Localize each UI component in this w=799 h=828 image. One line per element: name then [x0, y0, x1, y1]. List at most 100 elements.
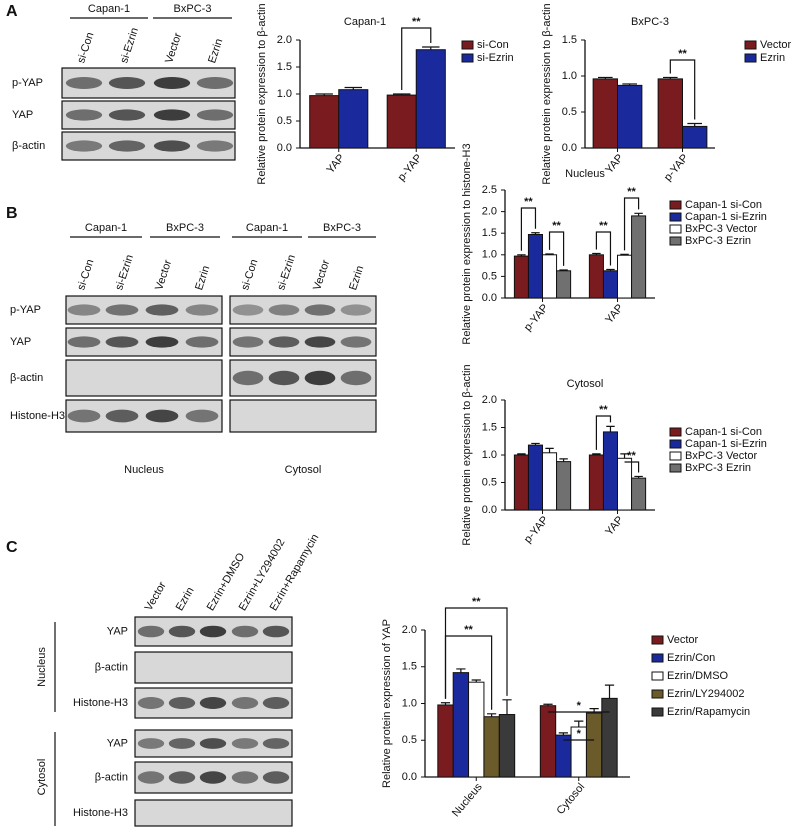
blot-band: [153, 77, 191, 89]
legend-swatch: [651, 653, 664, 663]
y-tick-label: 2.5: [482, 184, 497, 196]
blot-band: [137, 625, 165, 638]
blot-band: [262, 738, 290, 749]
panel-label: A: [6, 3, 18, 20]
error-bar: [440, 702, 451, 705]
bar: [682, 125, 708, 149]
error-bar: [344, 86, 362, 90]
legend-swatch: [461, 40, 474, 50]
chart-title: Capan-1: [344, 16, 386, 28]
blot-band: [145, 336, 179, 348]
significance-label: **: [599, 404, 608, 416]
blot-band: [232, 370, 264, 386]
y-tick-label: 1.5: [562, 34, 577, 46]
error-bar: [559, 458, 568, 462]
bar: [631, 215, 647, 299]
significance-label: **: [599, 220, 608, 232]
row-label: β-actin: [95, 771, 128, 783]
blot-band: [65, 109, 103, 121]
error-bar: [315, 93, 333, 96]
legend-label: Capan-1 si-Ezrin: [685, 438, 767, 450]
lane-label: Vector: [143, 580, 169, 613]
legend-label: si-Con: [477, 39, 509, 51]
legend-label: Ezrin/LY294002: [667, 688, 744, 700]
legend-label: Capan-1 si-Con: [685, 199, 762, 211]
legend-swatch: [669, 212, 682, 222]
error-bar: [634, 212, 643, 216]
legend-label: BxPC-3 Vector: [685, 223, 757, 235]
y-axis-label: Relative protein expression to β-actin: [541, 3, 553, 184]
legend-label: Capan-1 si-Ezrin: [685, 211, 767, 223]
significance-bracket: [548, 231, 565, 266]
blot-band: [185, 336, 219, 348]
row-label: YAP: [107, 625, 128, 637]
lane-label: si-Con: [75, 31, 96, 65]
blot-band: [340, 336, 372, 348]
y-axis-label: Relative protein expression to β-actin: [256, 3, 268, 184]
blot-band: [231, 771, 259, 784]
blot-band: [168, 697, 196, 709]
bar: [592, 78, 618, 149]
lane-label: si-Ezrin: [118, 26, 141, 65]
significance-label: **: [678, 48, 687, 60]
error-bar: [663, 76, 678, 79]
blot-band: [168, 738, 196, 749]
bar: [631, 477, 647, 511]
blot-band: [168, 771, 196, 784]
significance-bracket: [444, 635, 493, 710]
blot-band: [232, 336, 264, 348]
blot-band: [153, 140, 191, 152]
bar: [513, 255, 529, 299]
bar: [588, 454, 604, 511]
row-label: YAP: [10, 336, 31, 348]
error-bar: [393, 93, 411, 96]
legend-swatch: [744, 40, 757, 50]
blot-band: [185, 409, 219, 423]
x-tick-label: YAP: [324, 152, 347, 176]
legend-swatch: [651, 635, 664, 645]
error-bar: [604, 684, 615, 699]
significance-bracket: [401, 27, 432, 90]
lane-label: si-Ezrin: [275, 253, 298, 292]
error-bar: [606, 268, 615, 271]
bar: [452, 672, 470, 778]
y-tick-label: 1.5: [482, 227, 497, 239]
blot-band: [145, 304, 179, 316]
legend-label: Ezrin: [760, 52, 785, 64]
error-bar: [517, 453, 526, 455]
significance-bracket: [623, 197, 640, 251]
blot-band: [108, 77, 146, 89]
significance-label: **: [472, 596, 481, 608]
y-tick-label: 1.0: [562, 70, 577, 82]
significance-bracket: [595, 231, 612, 266]
error-bar: [606, 425, 615, 432]
bar: [539, 705, 557, 778]
lane-label: si-Ezrin: [113, 253, 136, 292]
error-bar: [531, 442, 540, 446]
y-tick-label: 1.0: [402, 697, 417, 709]
blot-frame: [65, 295, 223, 325]
y-tick-label: 0.0: [402, 771, 417, 783]
y-tick-label: 0.0: [482, 292, 497, 304]
blot-band: [262, 625, 290, 638]
error-bar: [558, 732, 568, 736]
x-tick-label: YAP: [603, 302, 626, 326]
y-tick-label: 0.5: [402, 734, 417, 746]
y-tick-label: 1.5: [402, 661, 417, 673]
panel-label: C: [6, 539, 18, 556]
group-label: Capan-1: [88, 3, 130, 15]
chart-title: Cytosol: [567, 378, 604, 390]
y-axis-label: Relative protein expression to β-actin: [461, 364, 473, 545]
y-tick-label: 1.0: [482, 249, 497, 261]
legend-swatch: [744, 53, 757, 63]
legend-swatch: [461, 53, 474, 63]
bar: [415, 49, 446, 149]
bar: [602, 431, 618, 511]
bar: [542, 254, 558, 299]
lane-label: Ezrin: [206, 37, 225, 65]
row-label: Histone-H3: [10, 410, 65, 422]
legend-label: BxPC-3 Ezrin: [685, 462, 751, 474]
blot-band: [137, 738, 165, 749]
error-bar: [622, 83, 637, 86]
legend-swatch: [651, 689, 664, 699]
